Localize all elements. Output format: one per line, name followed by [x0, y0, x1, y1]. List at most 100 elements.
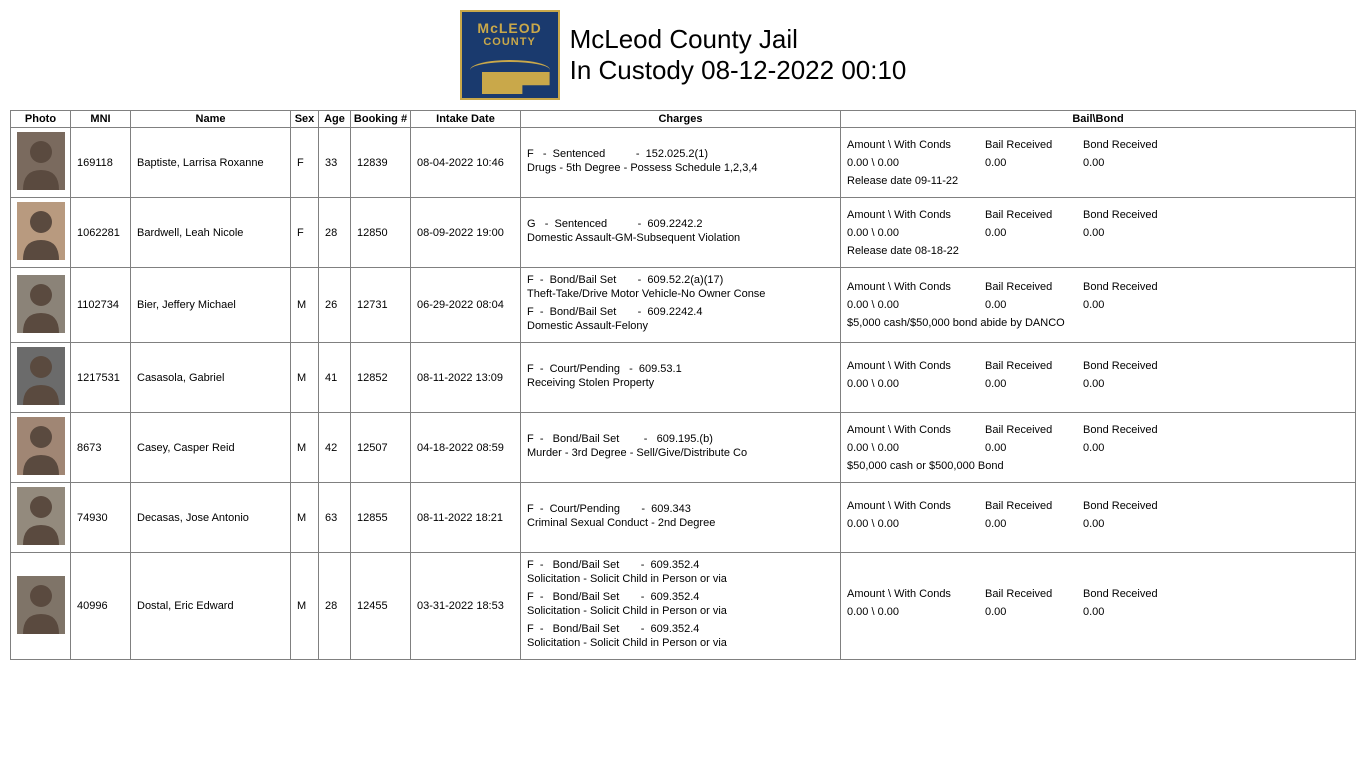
intake-cell: 08-11-2022 13:09	[411, 343, 521, 413]
bond-received-label: Bond Received	[1083, 139, 1173, 151]
mni-cell: 1217531	[71, 343, 131, 413]
column-header: MNI	[71, 111, 131, 128]
logo-text-top: McLEOD	[462, 12, 558, 36]
charge-description: Solicitation - Solicit Child in Person o…	[527, 573, 834, 585]
bail-amount-value: 0.00 \ 0.00	[847, 299, 967, 311]
mni-cell: 1062281	[71, 198, 131, 268]
booking-cell: 12839	[351, 128, 411, 198]
roster-table: PhotoMNINameSexAgeBooking #Intake DateCh…	[10, 110, 1356, 660]
booking-cell: 12855	[351, 483, 411, 553]
charge-description: Murder - 3rd Degree - Sell/Give/Distribu…	[527, 447, 834, 459]
column-header: Sex	[291, 111, 319, 128]
table-row: 169118Baptiste, Larrisa RoxanneF33128390…	[11, 128, 1356, 198]
sex-cell: M	[291, 413, 319, 483]
bail-received-label: Bail Received	[985, 588, 1065, 600]
age-cell: 28	[319, 553, 351, 660]
sex-cell: M	[291, 268, 319, 343]
bond-received-label: Bond Received	[1083, 360, 1173, 372]
column-header: Intake Date	[411, 111, 521, 128]
column-header: Name	[131, 111, 291, 128]
bail-amount-label: Amount \ With Conds	[847, 281, 967, 293]
name-cell: Bier, Jeffery Michael	[131, 268, 291, 343]
bail-received-label: Bail Received	[985, 424, 1065, 436]
charges-cell: F - Bond/Bail Set - 609.52.2(a)(17) Theft…	[521, 268, 841, 343]
bond-received-label: Bond Received	[1083, 209, 1173, 221]
intake-cell: 08-04-2022 10:46	[411, 128, 521, 198]
charge-description: Drugs - 5th Degree - Possess Schedule 1,…	[527, 162, 834, 174]
bail-received-value: 0.00	[985, 299, 1065, 311]
bail-received-label: Bail Received	[985, 209, 1065, 221]
charge-description: Criminal Sexual Conduct - 2nd Degree	[527, 517, 834, 529]
bail-received-value: 0.00	[985, 606, 1065, 618]
sex-cell: M	[291, 483, 319, 553]
bail-received-value: 0.00	[985, 518, 1065, 530]
mugshot-icon	[17, 487, 65, 545]
logo-map-icon	[482, 72, 550, 94]
sex-cell: F	[291, 128, 319, 198]
bail-cell: Amount \ With Conds Bail Received Bond R…	[841, 413, 1356, 483]
charges-cell: F - Bond/Bail Set - 609.352.4 Solicitatio…	[521, 553, 841, 660]
bail-cell: Amount \ With Conds Bail Received Bond R…	[841, 128, 1356, 198]
charge-description: Domestic Assault-Felony	[527, 320, 834, 332]
table-body: 169118Baptiste, Larrisa RoxanneF33128390…	[11, 128, 1356, 660]
bond-received-label: Bond Received	[1083, 424, 1173, 436]
bail-received-value: 0.00	[985, 378, 1065, 390]
bail-amount-value: 0.00 \ 0.00	[847, 157, 967, 169]
age-cell: 63	[319, 483, 351, 553]
bond-received-value: 0.00	[1083, 378, 1173, 390]
bond-received-value: 0.00	[1083, 442, 1173, 454]
table-header: PhotoMNINameSexAgeBooking #Intake DateCh…	[11, 111, 1356, 128]
bail-received-value: 0.00	[985, 227, 1065, 239]
name-cell: Decasas, Jose Antonio	[131, 483, 291, 553]
bond-received-value: 0.00	[1083, 518, 1173, 530]
photo-cell	[11, 413, 71, 483]
bail-received-value: 0.00	[985, 157, 1065, 169]
sex-cell: M	[291, 343, 319, 413]
county-logo: McLEOD COUNTY	[460, 10, 560, 100]
charges-cell: F - Court/Pending - 609.53.1Receiving St…	[521, 343, 841, 413]
charge-description: Theft-Take/Drive Motor Vehicle-No Owner …	[527, 288, 834, 300]
bail-note: $50,000 cash or $500,000 Bond	[847, 460, 1349, 472]
charge-code-line: F - Court/Pending - 609.343	[527, 503, 834, 515]
mni-cell: 8673	[71, 413, 131, 483]
charge-code-line: F - Court/Pending - 609.53.1	[527, 363, 834, 375]
charge-description: Solicitation - Solicit Child in Person o…	[527, 637, 834, 649]
bail-cell: Amount \ With Conds Bail Received Bond R…	[841, 553, 1356, 660]
bail-cell: Amount \ With Conds Bail Received Bond R…	[841, 268, 1356, 343]
bail-cell: Amount \ With Conds Bail Received Bond R…	[841, 483, 1356, 553]
photo-cell	[11, 128, 71, 198]
charge-code-line: F - Bond/Bail Set - 609.352.4	[527, 559, 834, 571]
bail-amount-label: Amount \ With Conds	[847, 360, 967, 372]
charge-description: Domestic Assault-GM-Subsequent Violation	[527, 232, 834, 244]
photo-cell	[11, 483, 71, 553]
intake-cell: 04-18-2022 08:59	[411, 413, 521, 483]
bond-received-label: Bond Received	[1083, 500, 1173, 512]
logo-text-bottom: COUNTY	[462, 36, 558, 48]
page-subtitle: In Custody 08-12-2022 00:10	[570, 55, 907, 86]
mni-cell: 74930	[71, 483, 131, 553]
booking-cell: 12850	[351, 198, 411, 268]
charges-cell: F - Bond/Bail Set - 609.195.(b) Murder - …	[521, 413, 841, 483]
title-block: McLeod County Jail In Custody 08-12-2022…	[570, 24, 907, 86]
report-header: McLEOD COUNTY McLeod County Jail In Cust…	[10, 10, 1356, 100]
charges-cell: G - Sentenced - 609.2242.2 Domestic Assau…	[521, 198, 841, 268]
column-header: Age	[319, 111, 351, 128]
table-row: 74930Decasas, Jose AntonioM631285508-11-…	[11, 483, 1356, 553]
bail-amount-value: 0.00 \ 0.00	[847, 378, 967, 390]
column-header: Bail\Bond	[841, 111, 1356, 128]
charge-code-line: G - Sentenced - 609.2242.2	[527, 218, 834, 230]
table-row: 40996Dostal, Eric EdwardM281245503-31-20…	[11, 553, 1356, 660]
bail-amount-value: 0.00 \ 0.00	[847, 518, 967, 530]
bond-received-value: 0.00	[1083, 606, 1173, 618]
charge-code-line: F - Bond/Bail Set - 609.352.4	[527, 591, 834, 603]
page-title: McLeod County Jail	[570, 24, 907, 55]
age-cell: 33	[319, 128, 351, 198]
bail-received-label: Bail Received	[985, 281, 1065, 293]
intake-cell: 08-11-2022 18:21	[411, 483, 521, 553]
table-row: 1217531Casasola, GabrielM411285208-11-20…	[11, 343, 1356, 413]
bail-note: $5,000 cash/$50,000 bond abide by DANCO	[847, 317, 1349, 329]
charge-code-line: F - Bond/Bail Set - 609.52.2(a)(17)	[527, 274, 834, 286]
name-cell: Casey, Casper Reid	[131, 413, 291, 483]
logo-wave-icon	[470, 60, 550, 70]
charge-code-line: F - Bond/Bail Set - 609.195.(b)	[527, 433, 834, 445]
